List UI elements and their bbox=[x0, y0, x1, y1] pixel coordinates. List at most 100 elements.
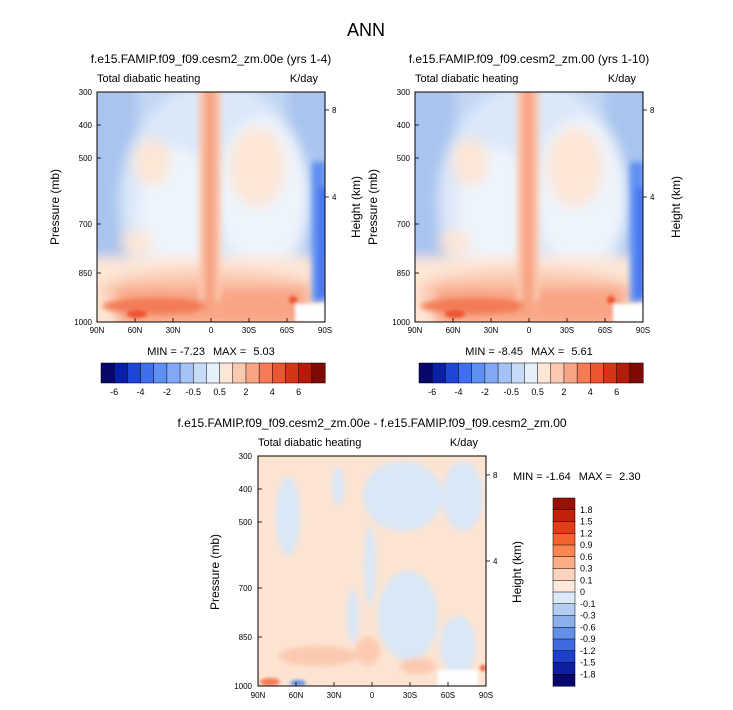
colorbar-swatch bbox=[113, 362, 128, 384]
x-tick-label: 30N bbox=[166, 326, 181, 335]
x-tick-label: 90S bbox=[636, 326, 650, 335]
figure-title: ANN bbox=[347, 20, 385, 40]
y-tick-label: 1000 bbox=[392, 318, 410, 327]
colorbar-swatch bbox=[153, 362, 168, 384]
colorbar-label: 2 bbox=[561, 387, 566, 397]
colorbar-swatch bbox=[616, 362, 631, 384]
colorbar-label: 0.5 bbox=[213, 387, 226, 397]
contour-field bbox=[87, 82, 337, 337]
y-axis-right-label: Height (km) bbox=[669, 176, 683, 238]
x-tick-label: 90S bbox=[318, 326, 332, 335]
colorbar-swatch bbox=[552, 638, 576, 652]
colorbar-swatch bbox=[552, 650, 576, 664]
y-axis-right-label: Height (km) bbox=[510, 541, 524, 603]
x-tick-label: 60S bbox=[598, 326, 612, 335]
colorbar-swatch bbox=[100, 362, 115, 384]
x-tick-label: 0 bbox=[370, 691, 375, 700]
panel-right-string: K/day bbox=[608, 73, 637, 85]
colorbar-swatch bbox=[311, 362, 326, 384]
y-ticks: 300 400 500 700 850 1000 8 4 bbox=[234, 452, 498, 691]
colorbar-swatch bbox=[590, 362, 605, 384]
colorbar-swatch bbox=[552, 674, 576, 687]
panel-left-string: Total diabatic heating bbox=[97, 73, 200, 85]
colorbar-swatch bbox=[552, 497, 576, 511]
y-tick-label: 400 bbox=[79, 121, 93, 130]
colorbar-swatch bbox=[552, 544, 576, 558]
x-tick-label: 90N bbox=[251, 691, 266, 700]
contour-field bbox=[258, 456, 486, 686]
x-tick-label: 30S bbox=[560, 326, 574, 335]
colorbar-swatch bbox=[510, 362, 525, 384]
panel-top-left: f.e15.FAMIP.f09_f09.cesm2_zm.00e (yrs 1-… bbox=[48, 52, 363, 358]
colorbar-swatch bbox=[552, 556, 576, 570]
max-value: 5.03 bbox=[253, 346, 274, 358]
colorbar-label: 1.8 bbox=[580, 505, 593, 515]
x-tick-label: 30N bbox=[484, 326, 499, 335]
panel-top-right: f.e15.FAMIP.f09_f09.cesm2_zm.00 (yrs 1-1… bbox=[366, 52, 683, 358]
colorbar-label: 6 bbox=[296, 387, 301, 397]
panel-left-string: Total diabatic heating bbox=[415, 73, 518, 85]
min-max-label: MIN = -1.64 MAX = 2.30 bbox=[513, 471, 641, 483]
colorbar-swatch bbox=[552, 615, 576, 628]
colorbar-swatch bbox=[431, 362, 446, 384]
panel-right-string: K/day bbox=[450, 437, 479, 449]
y-tick-label: 850 bbox=[397, 269, 411, 278]
min-max-label: MIN = -7.23 MAX = 5.03 bbox=[147, 346, 275, 358]
colorbar-left: -6 -4 -2 -0.5 0.5 2 4 6 bbox=[100, 362, 326, 397]
tick-marks bbox=[258, 474, 490, 686]
colorbar-label: 0.1 bbox=[580, 575, 593, 585]
y-tick-label: 500 bbox=[79, 154, 93, 163]
y-tick-label: 300 bbox=[397, 88, 411, 97]
colorbar-swatch bbox=[552, 521, 576, 534]
colorbar-swatch bbox=[552, 533, 576, 546]
colorbar-right: -6 -4 -2 -0.5 0.5 2 4 6 bbox=[418, 362, 644, 397]
panel-title: f.e15.FAMIP.f09_f09.cesm2_zm.00e (yrs 1-… bbox=[91, 52, 332, 66]
colorbar-label: -0.5 bbox=[503, 387, 519, 397]
y-axis-label: Pressure (mb) bbox=[208, 534, 222, 610]
colorbar-swatch bbox=[552, 580, 576, 593]
x-tick-label: 0 bbox=[527, 326, 532, 335]
colorbar-label: -1.5 bbox=[580, 658, 596, 668]
y-tick-label: 1000 bbox=[234, 682, 252, 691]
tick-marks bbox=[415, 109, 647, 322]
colorbar-swatch bbox=[552, 603, 576, 617]
colorbar-swatch bbox=[576, 362, 591, 384]
colorbar-label: 0.9 bbox=[580, 540, 593, 550]
colorbar-swatch bbox=[245, 362, 260, 384]
colorbar-swatch bbox=[272, 362, 287, 384]
colorbar-swatch bbox=[471, 362, 486, 384]
colorbar-label: -0.6 bbox=[580, 622, 596, 632]
colorbar-label: -0.3 bbox=[580, 611, 596, 621]
colorbar-label: 6 bbox=[614, 387, 619, 397]
y-right-tick-label: 8 bbox=[650, 106, 655, 115]
colorbar-swatch bbox=[552, 662, 576, 675]
colorbar-label: -0.5 bbox=[185, 387, 201, 397]
colorbar-swatch bbox=[524, 362, 539, 384]
colorbar-swatch bbox=[232, 362, 247, 384]
x-tick-label: 90N bbox=[90, 326, 105, 335]
colorbar-label: 1.5 bbox=[580, 517, 593, 527]
colorbar-swatch bbox=[550, 362, 565, 384]
x-ticks: 90N 60N 30N 0 30S 60S 90S bbox=[251, 691, 493, 700]
min-max-label: MIN = -8.45 MAX = 5.61 bbox=[465, 346, 593, 358]
colorbar-swatch bbox=[497, 362, 512, 384]
y-right-tick-label: 8 bbox=[332, 106, 337, 115]
colorbar-swatch bbox=[552, 509, 576, 523]
panel-left-string: Total diabatic heating bbox=[258, 437, 361, 449]
y-axis-label: Pressure (mb) bbox=[366, 169, 380, 245]
y-tick-label: 700 bbox=[79, 220, 93, 229]
colorbar-swatch bbox=[552, 568, 576, 581]
y-tick-label: 700 bbox=[239, 584, 253, 593]
colorbar-label: -0.9 bbox=[580, 634, 596, 644]
y-tick-label: 500 bbox=[239, 518, 253, 527]
colorbar-swatch bbox=[445, 362, 460, 384]
y-tick-label: 850 bbox=[79, 269, 93, 278]
colorbar-swatch bbox=[219, 362, 234, 384]
colorbar-label: -6 bbox=[428, 387, 436, 397]
y-ticks: 300 400 500 700 850 1000 8 4 bbox=[74, 88, 337, 327]
x-tick-label: 60S bbox=[280, 326, 294, 335]
panel-title: f.e15.FAMIP.f09_f09.cesm2_zm.00 (yrs 1-1… bbox=[409, 52, 650, 66]
x-tick-label: 30N bbox=[327, 691, 342, 700]
min-label: MIN = bbox=[147, 346, 180, 358]
colorbar-swatch bbox=[552, 591, 576, 605]
